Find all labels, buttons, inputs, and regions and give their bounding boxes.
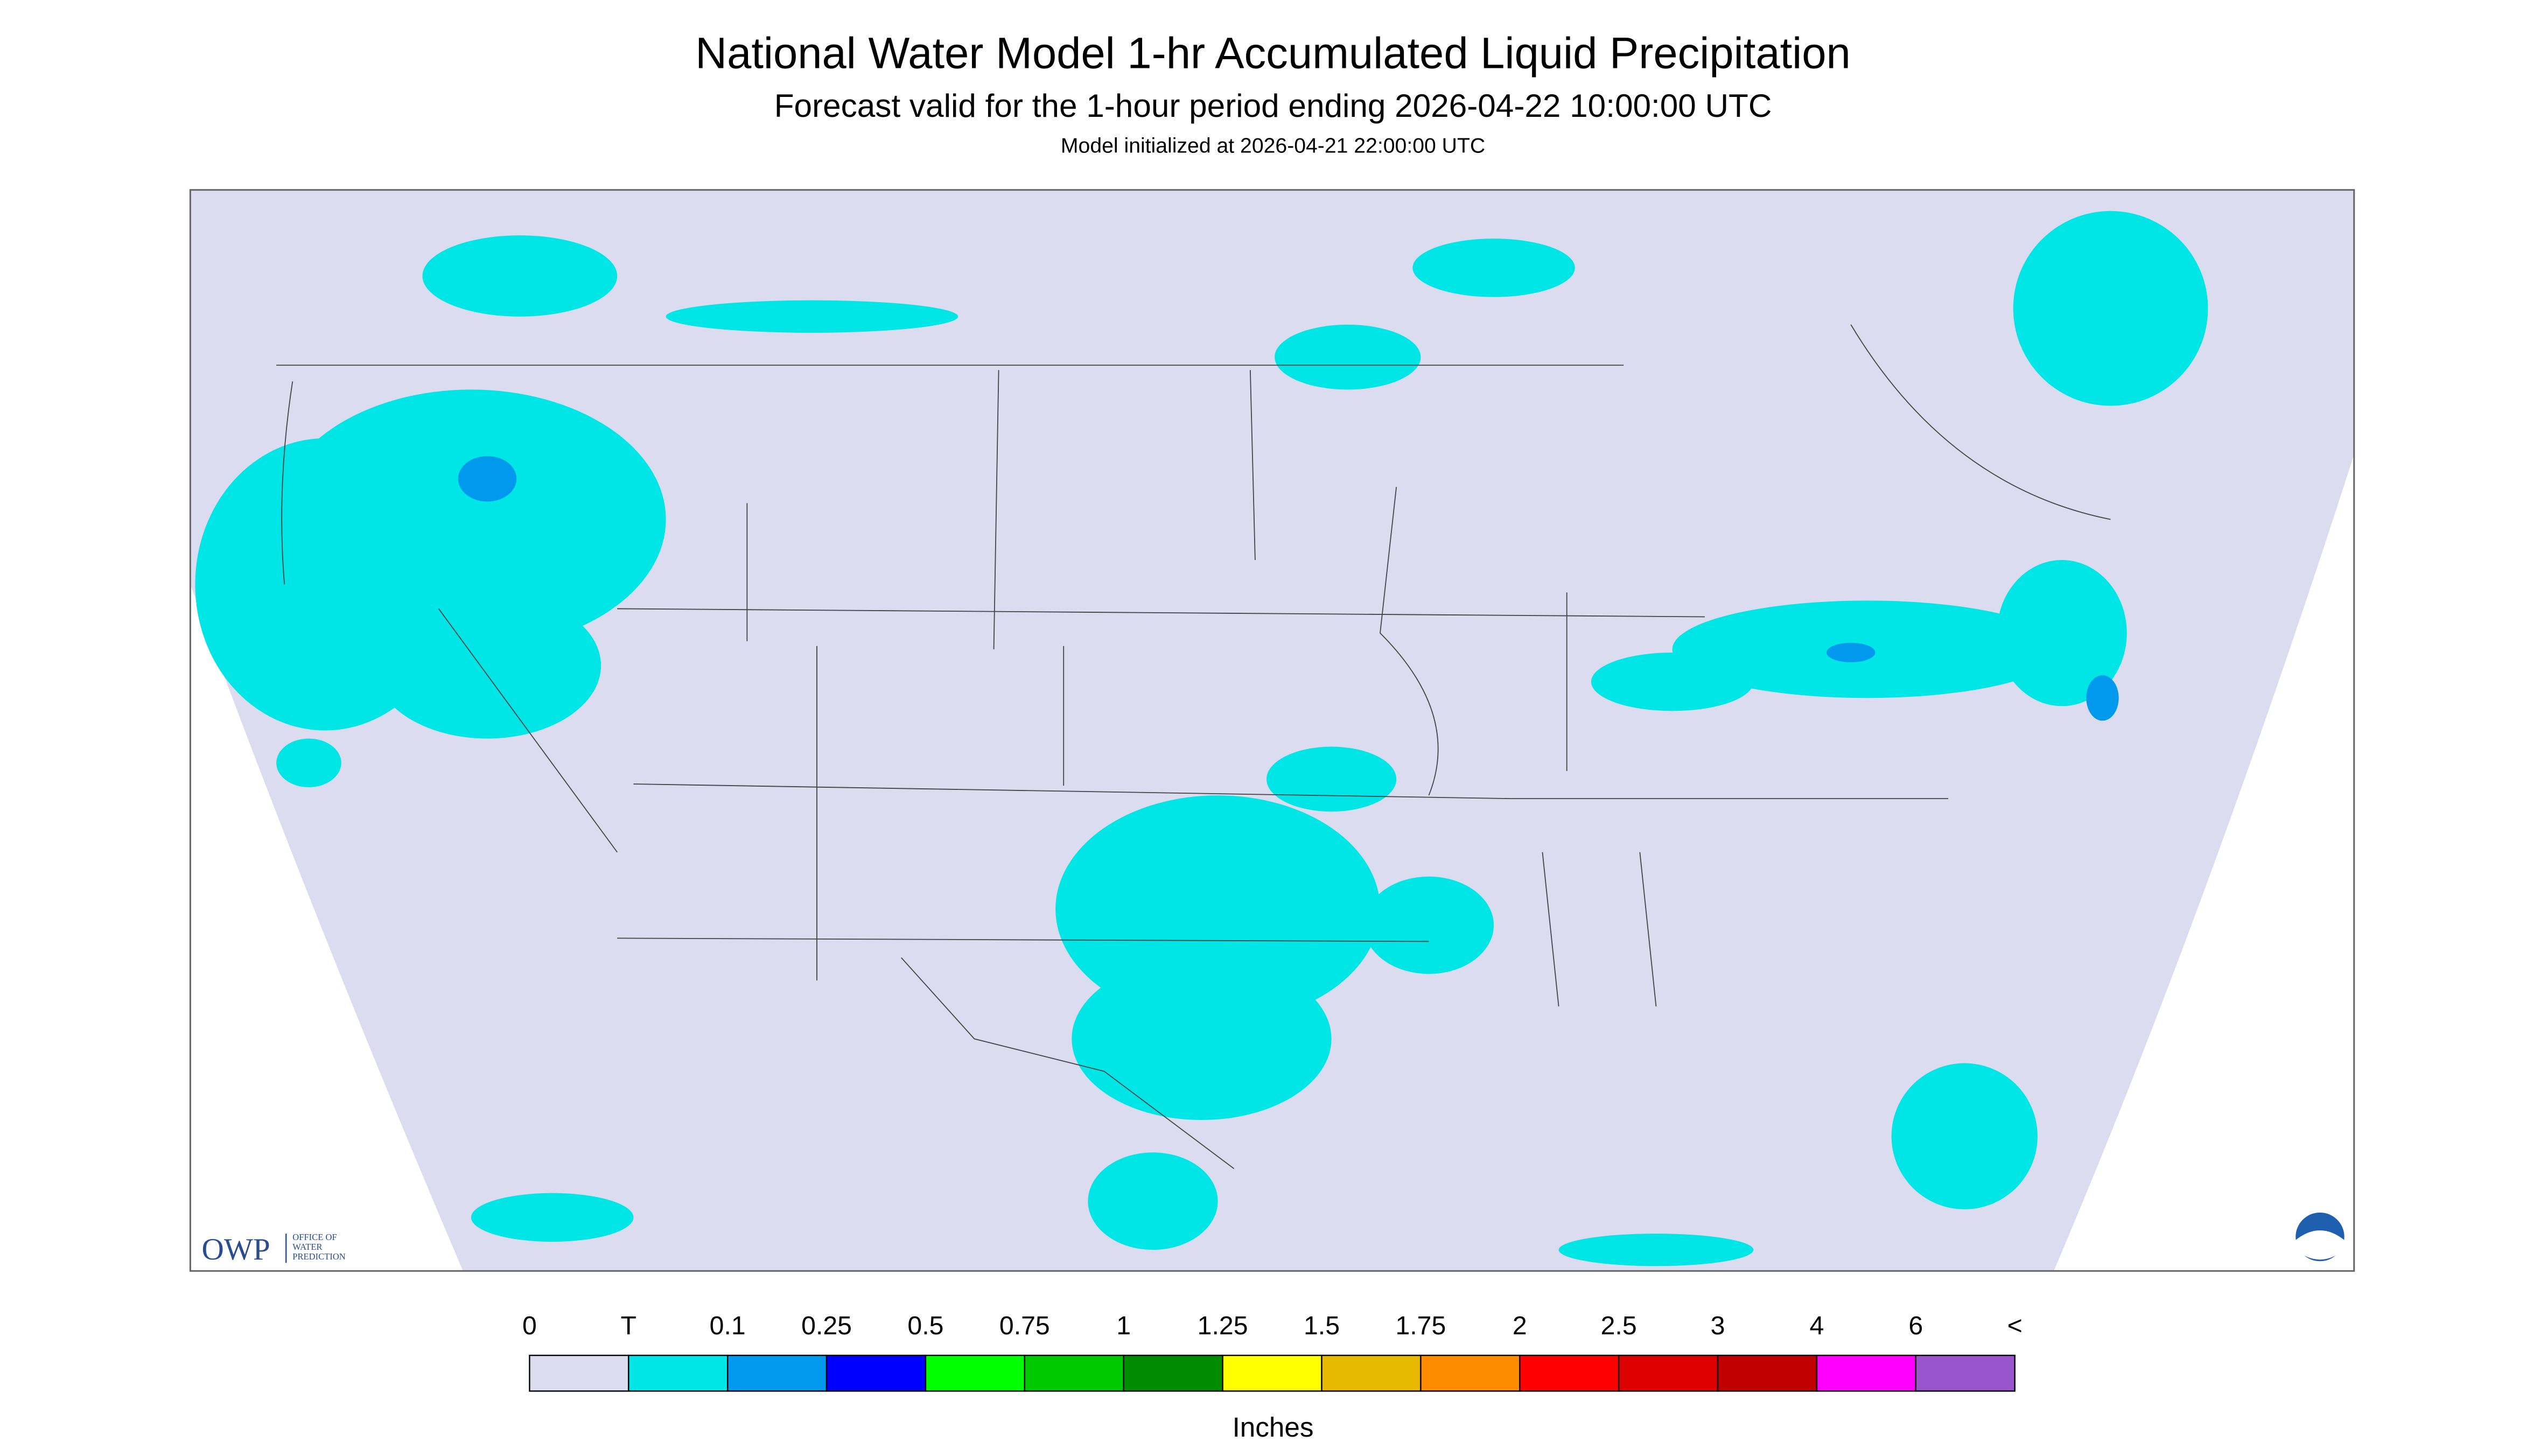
init-time: Model initialized at 2026-04-21 22:00:00…	[1061, 134, 1485, 157]
legend-label: 1	[1116, 1311, 1131, 1340]
legend-label: 0.75	[999, 1311, 1050, 1340]
precip-heavier	[458, 456, 2119, 721]
legend-swatch	[1717, 1354, 1818, 1392]
legend-swatch	[825, 1354, 927, 1392]
legend-label: 1.25	[1198, 1311, 1248, 1340]
legend-swatch	[1519, 1354, 1620, 1392]
legend-label: 6	[1908, 1311, 1923, 1340]
legend-label: 2.5	[1601, 1311, 1637, 1340]
legend-label: 0	[522, 1311, 537, 1340]
legend-label: 3	[1711, 1311, 1725, 1340]
model-domain	[190, 190, 2354, 1271]
legend-swatch	[925, 1354, 1026, 1392]
subtitle: Forecast valid for the 1-hour period end…	[774, 87, 1772, 124]
legend-swatch	[1321, 1354, 1422, 1392]
title: National Water Model 1-hr Accumulated Li…	[695, 29, 1850, 78]
map-frame	[189, 189, 2355, 1272]
logo-text-line: WATER	[292, 1242, 323, 1252]
legend-swatch	[1618, 1354, 1719, 1392]
legend-swatch	[726, 1354, 828, 1392]
legend-swatch	[1816, 1354, 1917, 1392]
logo-text-line: PREDICTION	[292, 1251, 345, 1262]
legend-swatch	[1222, 1354, 1323, 1392]
legend-label: 2	[1513, 1311, 1527, 1340]
legend-swatch	[1024, 1354, 1124, 1392]
legend-swatch	[1915, 1354, 2016, 1392]
legend-label: T	[621, 1311, 636, 1340]
legend-swatch	[1420, 1354, 1521, 1392]
legend-label: 1.5	[1304, 1311, 1340, 1340]
legend-label: <	[2007, 1311, 2023, 1340]
precip-areas	[195, 211, 2208, 1266]
boundaries	[276, 324, 2111, 1170]
noaa-wave	[2296, 1230, 2345, 1260]
legend-label: 4	[1809, 1311, 1824, 1340]
legend-label: 0.1	[710, 1311, 746, 1340]
legend-label: 1.75	[1395, 1311, 1446, 1340]
legend-label: 0.25	[801, 1311, 852, 1340]
legend: 0 T 0.1 0.25 0.5 0.75 1 1.25 1.5 1.75 2 2.5 3 4 6 <	[522, 1311, 2023, 1392]
legend-label: 0.5	[907, 1311, 943, 1340]
legend-swatch	[529, 1354, 629, 1392]
noaa-logo	[2296, 1212, 2345, 1262]
legend-swatch	[628, 1354, 729, 1392]
logo-mark: OWP	[201, 1233, 270, 1266]
legend-swatch	[1123, 1354, 1223, 1392]
logo-text-line: OFFICE OF	[292, 1232, 337, 1242]
legend-unit: Inches	[1233, 1412, 1314, 1443]
